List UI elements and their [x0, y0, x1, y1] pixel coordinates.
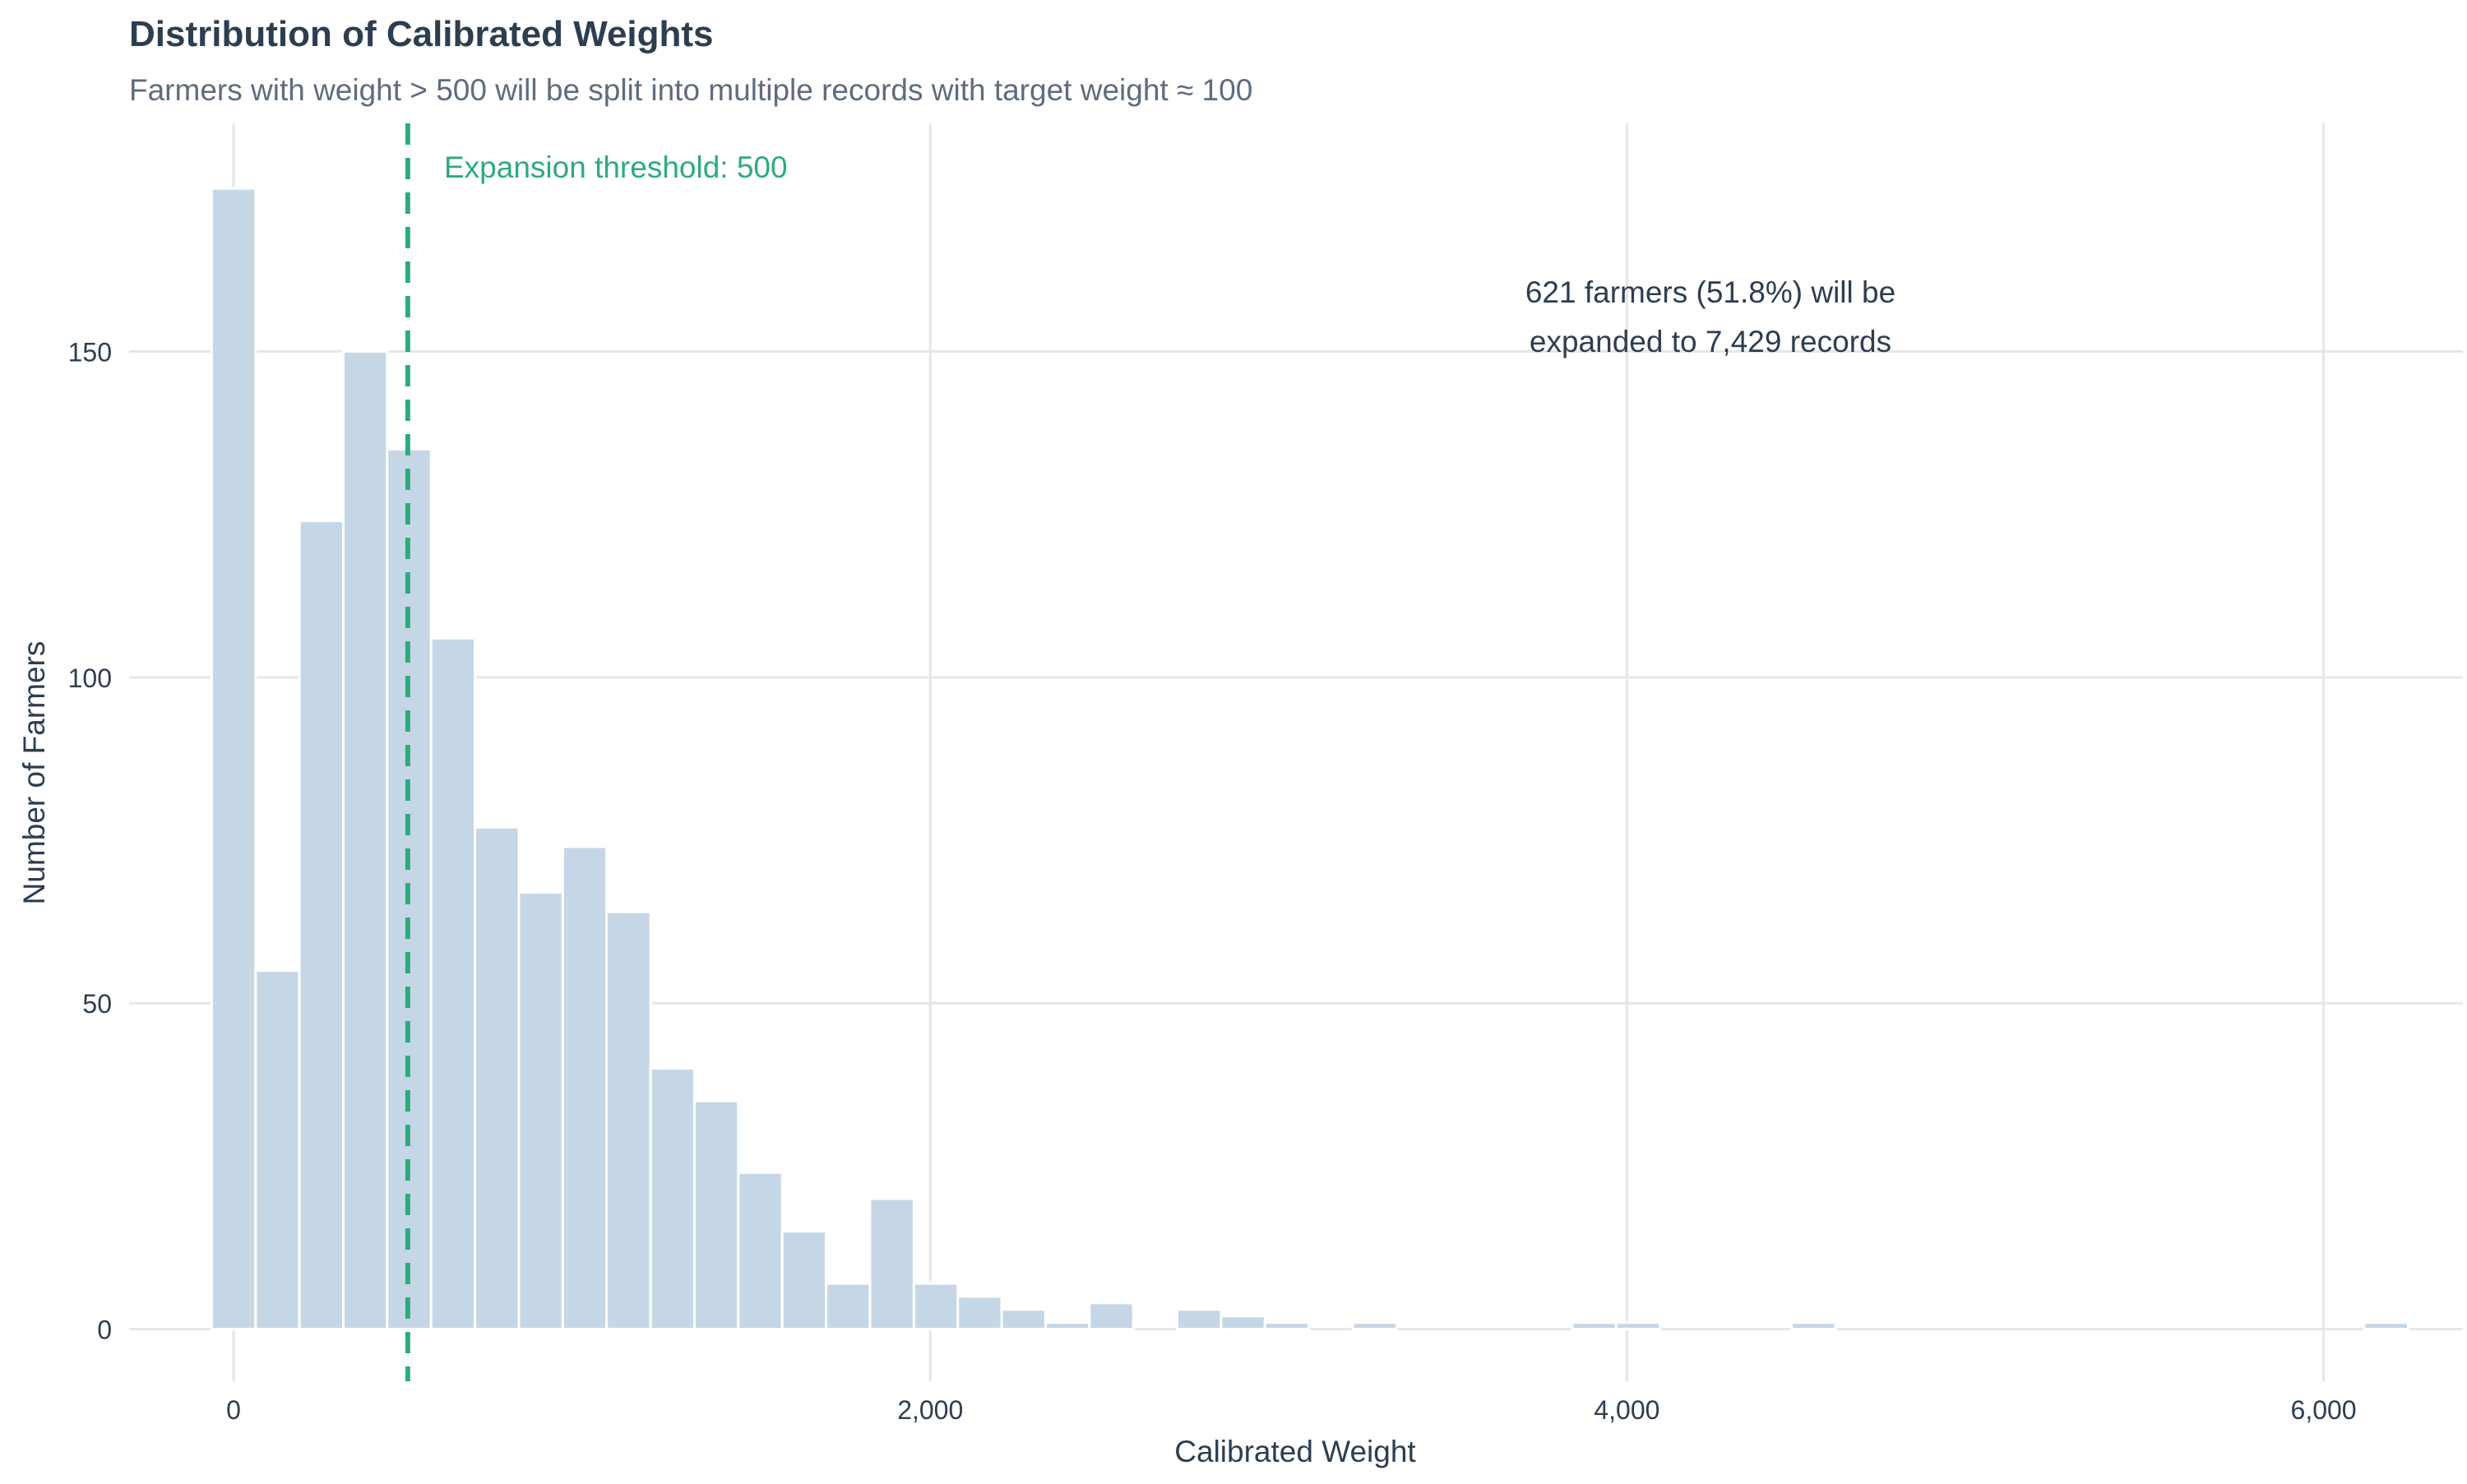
- annotation-line-1: 621 farmers (51.8%) will be: [1525, 275, 1895, 309]
- histogram-bar: [912, 1282, 960, 1331]
- x-tick-label: 2,000: [897, 1395, 963, 1425]
- histogram-bar: [868, 1197, 915, 1331]
- histogram-bar: [517, 890, 564, 1331]
- y-tick-label: 0: [97, 1315, 112, 1345]
- histogram-bar: [1351, 1321, 1398, 1331]
- y-tick-label: 100: [68, 663, 112, 693]
- histogram-bar: [956, 1295, 1003, 1331]
- x-tick-label: 6,000: [2291, 1395, 2357, 1425]
- histogram-bar: [737, 1171, 784, 1331]
- histogram-bar: [1000, 1308, 1047, 1331]
- annotation-line-2: expanded to 7,429 records: [1530, 325, 1891, 358]
- histogram-bar: [1263, 1321, 1311, 1331]
- histogram-bar: [780, 1230, 828, 1331]
- histogram-bar: [474, 825, 521, 1331]
- histogram-bar: [1614, 1321, 1662, 1331]
- histogram-bar: [2363, 1321, 2409, 1331]
- ticks-layer: 0 50 100 150 0 2,000 4,000 6,000: [68, 337, 2357, 1425]
- histogram-bar: [298, 520, 345, 1331]
- histogram-bar: [210, 187, 257, 1331]
- histogram-bar: [1044, 1321, 1091, 1331]
- x-tick-label: 0: [226, 1395, 241, 1425]
- x-tick-label: 4,000: [1594, 1395, 1659, 1425]
- histogram-bar: [692, 1099, 740, 1331]
- bars-layer: [210, 187, 2409, 1331]
- chart-title: Distribution of Calibrated Weights: [129, 14, 714, 54]
- y-tick-label: 150: [68, 337, 112, 367]
- histogram-bar: [342, 349, 389, 1331]
- histogram-bar: [1790, 1321, 1837, 1331]
- y-tick-label: 50: [82, 989, 112, 1019]
- histogram-bar: [1088, 1301, 1135, 1331]
- histogram-bar: [561, 845, 609, 1331]
- histogram-bar: [649, 1066, 696, 1331]
- x-axis-label: Calibrated Weight: [1174, 1435, 1416, 1468]
- histogram-bar: [1571, 1321, 1618, 1331]
- histogram-bar: [254, 969, 301, 1331]
- threshold-label: Expansion threshold: 500: [444, 150, 788, 184]
- histogram-bar: [825, 1282, 872, 1331]
- histogram-bar: [1220, 1315, 1266, 1331]
- histogram-bar: [1176, 1308, 1223, 1331]
- histogram-bar: [605, 910, 652, 1331]
- chart-subtitle: Farmers with weight > 500 will be split …: [129, 73, 1252, 107]
- histogram-bar: [429, 636, 477, 1331]
- y-axis-label: Number of Farmers: [17, 641, 51, 905]
